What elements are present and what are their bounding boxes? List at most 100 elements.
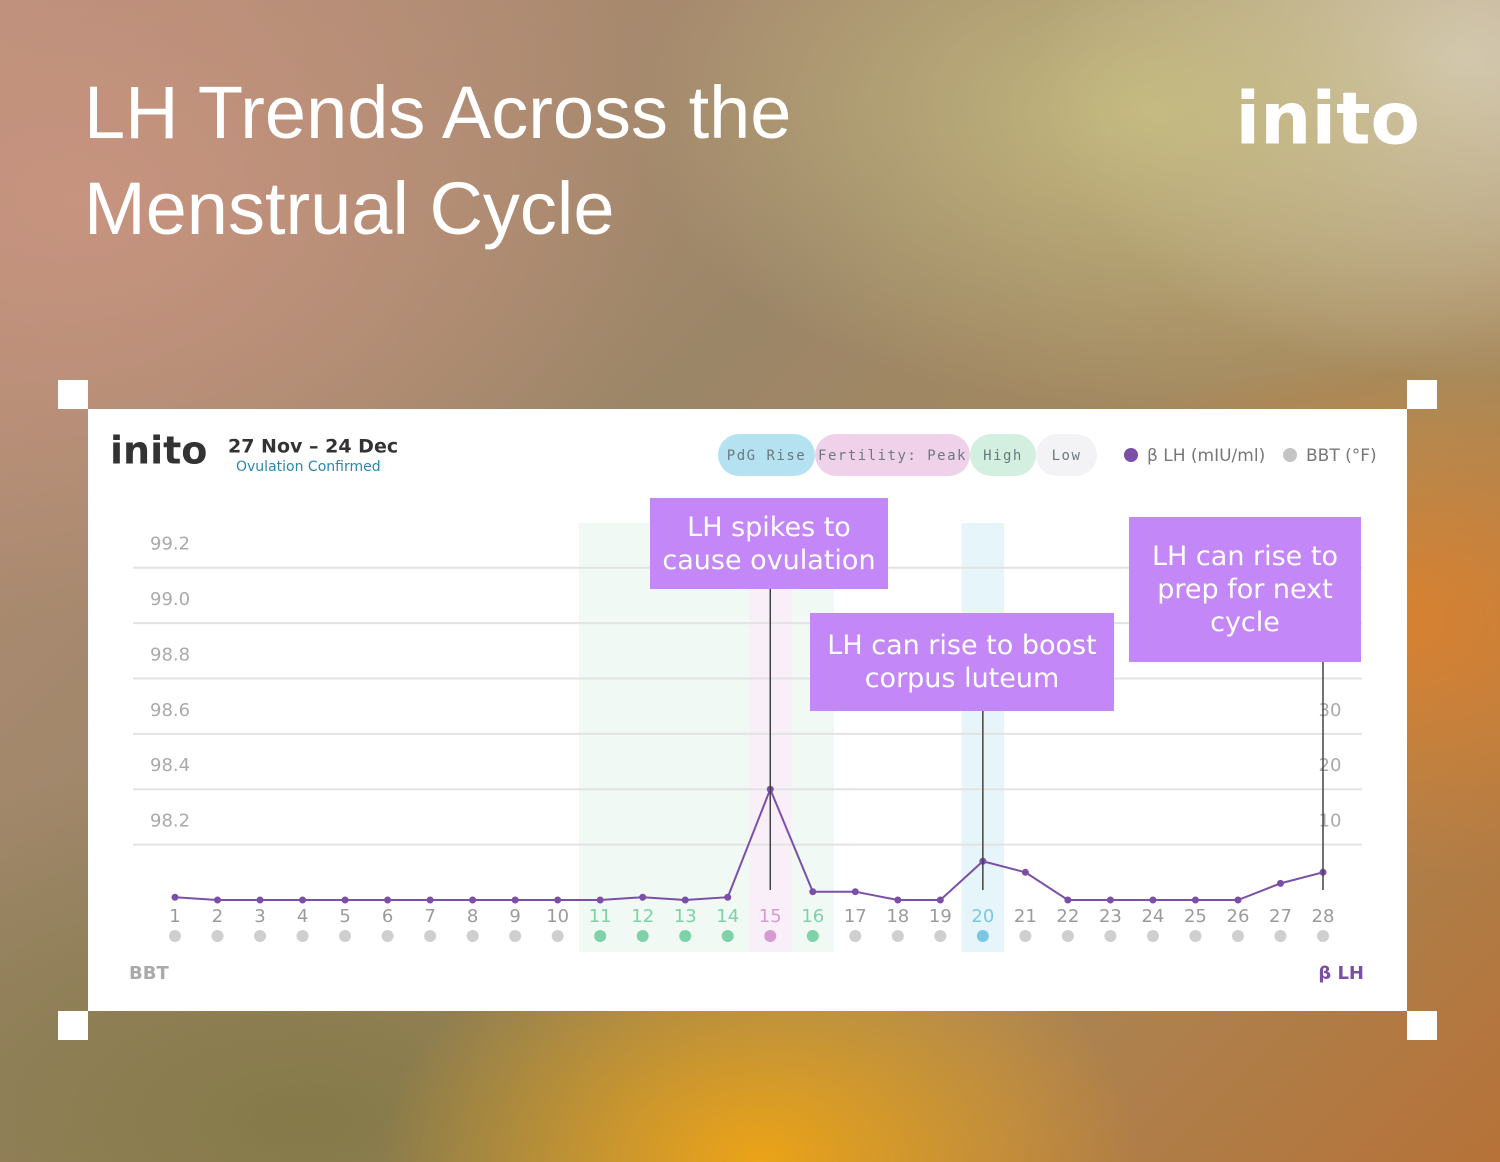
series-point <box>214 896 222 904</box>
y-tick-label: 99.2 <box>150 534 190 555</box>
legend-label: BBT (°F) <box>1306 446 1377 466</box>
phase-dot <box>381 930 394 942</box>
x-tick-label: 17 <box>844 906 867 927</box>
x-tick-label: 12 <box>631 906 654 927</box>
phase-band <box>578 523 622 952</box>
phase-dot <box>509 930 522 942</box>
phase-dot <box>806 930 819 942</box>
y2-axis-label: β LH <box>1318 963 1364 984</box>
annotation: LH can rise to boost corpus luteum <box>810 613 1114 711</box>
x-tick-label: 16 <box>801 906 824 927</box>
series-point <box>171 893 179 901</box>
x-tick-label: 27 <box>1269 906 1292 927</box>
phase-dot <box>424 930 437 942</box>
series-point <box>1064 896 1072 904</box>
phase-dot <box>211 930 224 942</box>
y-tick-label: 99.0 <box>150 589 190 610</box>
x-tick-label: 11 <box>589 906 612 927</box>
phase-dot <box>169 930 181 942</box>
x-tick-label: 9 <box>509 906 520 927</box>
series-point <box>809 888 817 896</box>
series-point <box>469 896 477 904</box>
x-tick-label: 6 <box>382 906 393 927</box>
phase-dot <box>679 930 692 942</box>
x-tick-label: 2 <box>212 906 223 927</box>
series-point <box>1191 896 1199 904</box>
phase-dot <box>976 930 989 942</box>
annotation: LH can rise to prep for next cycle <box>1129 517 1361 662</box>
phase-dot <box>1274 930 1287 942</box>
series-point <box>1106 896 1114 904</box>
x-tick-label: 13 <box>674 906 697 927</box>
phase-band <box>791 523 835 952</box>
corner <box>58 1011 88 1040</box>
phase-dot <box>296 930 309 942</box>
series-point <box>554 896 562 904</box>
phase-dot <box>1189 930 1202 942</box>
x-tick-label: 14 <box>716 906 739 927</box>
phase-dot <box>764 930 777 942</box>
x-tick-label: 8 <box>467 906 478 927</box>
phase-dot <box>1231 930 1244 942</box>
series-line <box>174 786 1324 902</box>
x-tick-label: 28 <box>1312 906 1335 927</box>
title-line: LH Trends Across the Menstrual Cycle <box>84 71 791 250</box>
phase-pill-label: Fertility: Peak <box>818 448 967 464</box>
x-tick-label: 20 <box>971 906 994 927</box>
y-axis-label: BBT <box>129 963 169 984</box>
x-tick-label: 10 <box>546 906 569 927</box>
x-tick-label: 5 <box>339 906 350 927</box>
phase-pill-label: Low <box>1052 448 1082 464</box>
y-tick-label: 98.6 <box>150 700 190 721</box>
y-tick-label: 98.8 <box>150 644 190 665</box>
phase-dot <box>636 930 649 942</box>
series-point <box>1234 896 1242 904</box>
series-point <box>1149 896 1157 904</box>
x-tick-label: 7 <box>424 906 435 927</box>
series-point <box>681 896 689 904</box>
series-point <box>596 896 604 904</box>
x-tick-label: 21 <box>1014 906 1037 927</box>
series-point <box>1276 879 1284 887</box>
y2-tick-label: 10 <box>1319 811 1342 832</box>
phase-dot <box>254 930 267 942</box>
phase-pill-label: PdG Rise <box>727 448 806 464</box>
x-tick-label: 18 <box>886 906 909 927</box>
x-tick-label: 26 <box>1227 906 1250 927</box>
series-point <box>299 896 307 904</box>
card-logo: inito <box>110 429 207 473</box>
phase-band <box>706 523 749 952</box>
phase-dot <box>551 930 564 942</box>
phase-band <box>663 523 707 952</box>
phase-dot <box>339 930 352 942</box>
legend-label: β LH (mIU/ml) <box>1147 446 1265 466</box>
phase-dot <box>1146 930 1159 942</box>
phase-band <box>621 523 664 952</box>
y-tick-label: 98.2 <box>150 811 190 832</box>
legend-swatch <box>1283 448 1297 462</box>
x-tick-label: 1 <box>169 906 180 927</box>
x-tick-label: 3 <box>254 906 265 927</box>
phase-dot <box>891 930 904 942</box>
series-point <box>511 896 519 904</box>
corner <box>58 380 88 409</box>
phase-dot <box>1019 930 1032 942</box>
phase-dot <box>849 930 862 942</box>
status: Ovulation Confirmed <box>236 459 381 475</box>
y2-tick-label: 30 <box>1319 700 1342 721</box>
phase-pill <box>970 434 1036 476</box>
phase-dot <box>934 930 947 942</box>
series-point <box>851 888 859 896</box>
x-tick-label: 24 <box>1141 906 1164 927</box>
annotation: LH spikes to cause ovulation <box>650 498 888 589</box>
y2-tick-label: 20 <box>1319 755 1342 776</box>
series-point <box>936 896 944 904</box>
phase-dot <box>1104 930 1117 942</box>
x-tick-label: 15 <box>759 906 782 927</box>
y-tick-label: 98.4 <box>150 755 190 776</box>
phase-pill <box>1036 434 1097 476</box>
x-tick-label: 22 <box>1056 906 1079 927</box>
series-point <box>426 896 434 904</box>
corner <box>1407 1011 1437 1040</box>
phase-dot <box>1061 930 1074 942</box>
